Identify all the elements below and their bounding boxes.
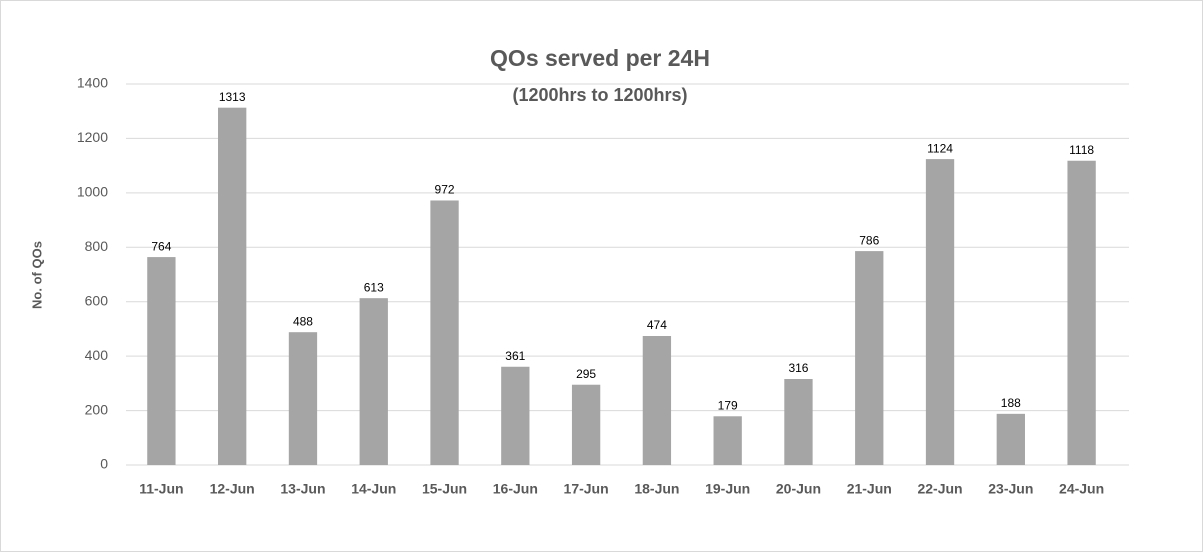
y-tick-label: 600 xyxy=(85,292,109,308)
y-tick-label: 800 xyxy=(85,238,109,254)
bar xyxy=(501,366,530,465)
data-label: 474 xyxy=(647,318,667,332)
x-tick-label: 23-Jun xyxy=(988,481,1033,497)
bar xyxy=(430,200,459,465)
x-tick-label: 13-Jun xyxy=(280,481,325,497)
data-label: 1313 xyxy=(219,90,246,104)
bar xyxy=(784,379,813,465)
x-tick-label: 12-Jun xyxy=(210,481,255,497)
chart-title: QOs served per 24H xyxy=(490,45,710,71)
data-label: 972 xyxy=(435,183,455,197)
x-tick-label: 16-Jun xyxy=(493,481,538,497)
data-label: 488 xyxy=(293,314,313,328)
y-tick-label: 1000 xyxy=(77,184,108,200)
bar xyxy=(925,159,955,465)
data-label: 188 xyxy=(1001,396,1021,410)
data-label: 764 xyxy=(151,239,171,253)
bar xyxy=(147,257,176,465)
x-tick-label: 11-Jun xyxy=(139,481,183,497)
data-label: 1118 xyxy=(1069,143,1094,157)
x-tick-label: 17-Jun xyxy=(564,481,609,497)
x-tick-label: 19-Jun xyxy=(705,481,750,497)
x-tick-label: 21-Jun xyxy=(847,481,892,497)
x-tick-label: 22-Jun xyxy=(917,481,962,497)
chart-subtitle: (1200hrs to 1200hrs) xyxy=(512,85,687,105)
data-label: 613 xyxy=(364,280,384,294)
data-label: 316 xyxy=(788,361,808,375)
bar xyxy=(996,413,1025,465)
data-label: 361 xyxy=(505,349,525,363)
y-tick-label: 1400 xyxy=(77,75,108,91)
y-tick-label: 0 xyxy=(100,456,108,472)
x-tick-label: 14-Jun xyxy=(351,481,396,497)
y-tick-label: 400 xyxy=(85,347,109,363)
bar xyxy=(218,107,247,466)
data-label: 786 xyxy=(859,233,879,247)
x-tick-label: 24-Jun xyxy=(1059,481,1104,497)
bar xyxy=(713,416,742,465)
bar xyxy=(288,332,318,465)
bar xyxy=(1067,160,1096,465)
x-tick-label: 18-Jun xyxy=(634,481,679,497)
y-tick-label: 200 xyxy=(85,401,109,417)
bar xyxy=(642,336,672,465)
data-label: 179 xyxy=(718,398,738,412)
data-label: 295 xyxy=(576,367,596,381)
bar xyxy=(571,384,601,465)
x-tick-label: 15-Jun xyxy=(422,481,467,497)
bar xyxy=(855,251,884,465)
bar xyxy=(359,298,388,465)
y-tick-label: 1200 xyxy=(77,129,108,145)
y-axis-label: No. of QOs xyxy=(29,241,44,309)
data-label: 1124 xyxy=(927,141,953,155)
x-tick-label: 20-Jun xyxy=(776,481,821,497)
